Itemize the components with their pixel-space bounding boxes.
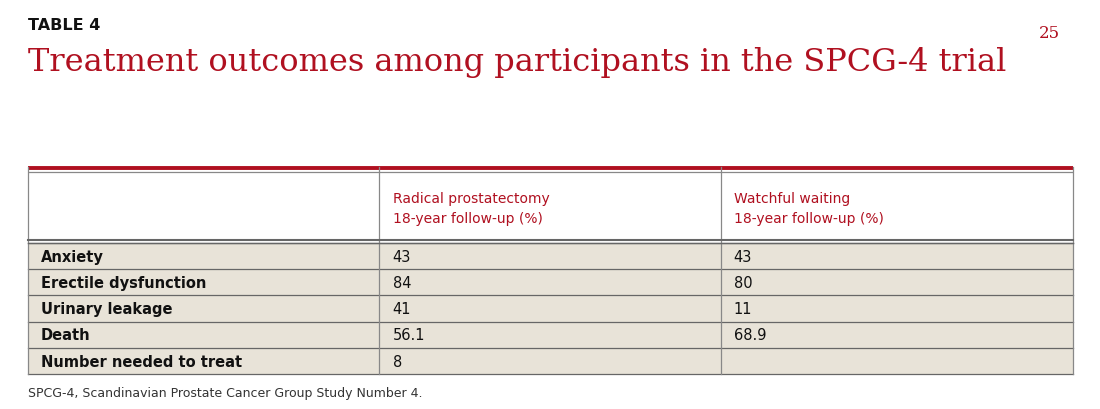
Text: 8: 8: [393, 354, 402, 369]
Text: 80: 80: [734, 275, 752, 290]
Text: TABLE 4: TABLE 4: [28, 18, 100, 34]
Text: 43: 43: [734, 249, 752, 264]
Text: 68.9: 68.9: [734, 328, 767, 342]
Text: Watchful waiting
18-year follow-up (%): Watchful waiting 18-year follow-up (%): [734, 192, 883, 225]
Text: Erectile dysfunction: Erectile dysfunction: [41, 275, 206, 290]
Text: Death: Death: [41, 328, 90, 342]
Bar: [28, 296, 1072, 322]
Text: 41: 41: [393, 301, 411, 316]
Text: Urinary leakage: Urinary leakage: [41, 301, 173, 316]
Text: 11: 11: [734, 301, 752, 316]
Bar: [28, 322, 1072, 348]
Text: 25: 25: [1038, 25, 1059, 41]
Text: 84: 84: [393, 275, 411, 290]
Text: Radical prostatectomy
18-year follow-up (%): Radical prostatectomy 18-year follow-up …: [393, 192, 550, 225]
Text: SPCG-4, Scandinavian Prostate Cancer Group Study Number 4.: SPCG-4, Scandinavian Prostate Cancer Gro…: [28, 386, 422, 399]
Bar: [28, 243, 1072, 270]
Bar: [28, 174, 1072, 243]
Text: Number needed to treat: Number needed to treat: [41, 354, 242, 369]
Bar: [28, 348, 1072, 374]
Bar: [28, 270, 1072, 296]
Text: 56.1: 56.1: [393, 328, 426, 342]
Text: 43: 43: [393, 249, 411, 264]
Text: Anxiety: Anxiety: [41, 249, 103, 264]
Text: Treatment outcomes among participants in the SPCG-4 trial: Treatment outcomes among participants in…: [28, 47, 1005, 78]
